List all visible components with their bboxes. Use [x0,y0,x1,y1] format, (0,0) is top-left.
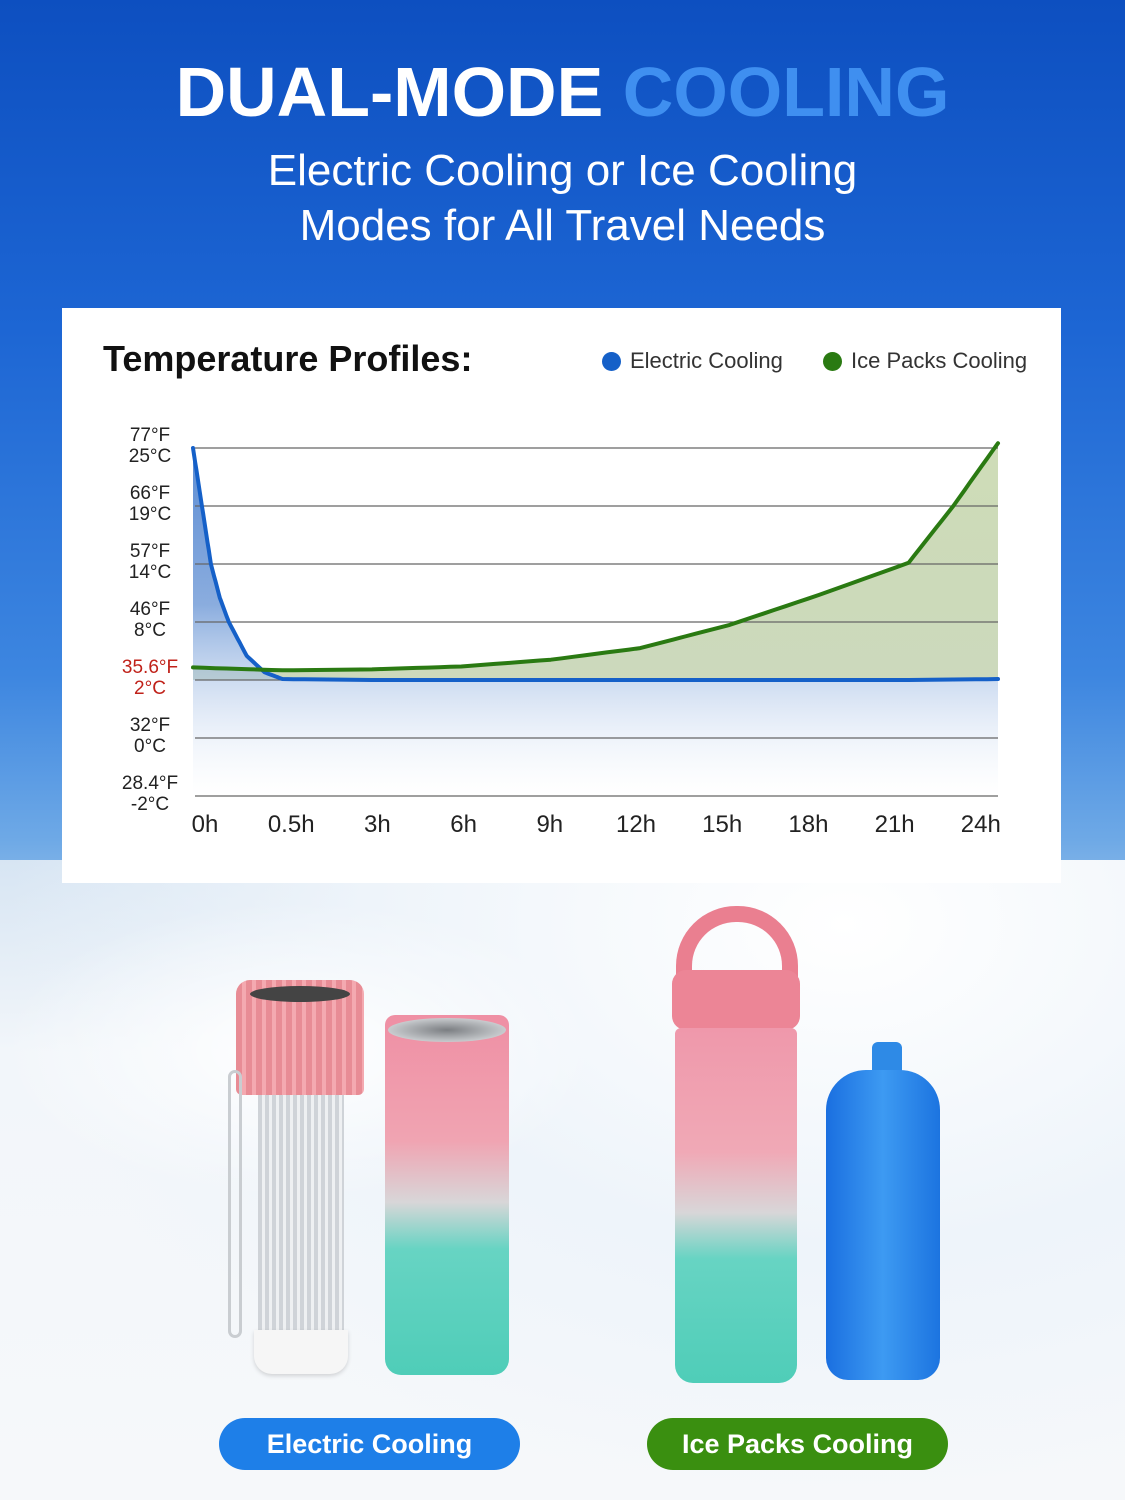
lanyard-strap [228,1070,242,1338]
tumbler-rim [388,1018,506,1042]
y-tick-label-f: 57°F [130,541,170,562]
ice-packs-cooling-button[interactable]: Ice Packs Cooling [647,1418,948,1470]
subtitle-line1: Electric Cooling or Ice Cooling [267,146,858,195]
temperature-chart: 28.4°F-2°C 32°F0°C 35.6°F2°C 46°F8°C 57°F14°… [122,425,1001,838]
bottle-ice [675,1028,797,1383]
electric-cooling-button[interactable]: Electric Cooling [219,1418,520,1470]
ice-pack [826,1070,940,1380]
x-tick-label: 0h [192,811,219,838]
x-tick-label: 15h [702,811,742,838]
x-tick-label: 3h [364,811,391,838]
electric-insert-cylinder [258,1095,344,1335]
electric-area-fill [193,448,998,796]
y-tick-label-c: 8°C [134,620,166,641]
y-tick-label-c: 19°C [129,504,171,525]
ice-area-fill [193,443,998,680]
x-tick-label: 18h [788,811,828,838]
x-tick-label: 9h [536,811,563,838]
electric-insert-vent-icon [250,986,350,1002]
legend-electric: Electric Cooling [602,348,783,374]
y-tick-label-c: 0°C [134,736,166,757]
bottle-lid [672,970,800,1030]
x-tick-label: 24h [961,811,1001,838]
y-tick-label-c: 25°C [129,446,171,467]
legend-ice: Ice Packs Cooling [823,348,1027,374]
x-tick-label: 0.5h [268,811,315,838]
series-line-electric [191,446,1000,682]
legend-label-electric: Electric Cooling [630,348,783,373]
electric-insert-cap [254,1330,348,1374]
legend-dot-ice-icon [823,351,842,371]
y-tick-label-c: 14°C [129,562,171,583]
headline-part1: DUAL-MODE [175,53,604,131]
y-tick-label-f: 28.4°F [122,773,178,794]
y-tick-label-c: -2°C [131,794,169,815]
legend-label-ice: Ice Packs Cooling [851,348,1028,373]
y-tick-label-f: 35.6°F [122,657,178,678]
y-tick-label-f: 77°F [130,425,170,446]
y-tick-label-f: 32°F [130,715,170,736]
x-tick-label: 6h [450,811,477,838]
x-tick-label: 12h [616,811,656,838]
chart-card: Temperature Profiles: Electric Cooling I… [62,308,1061,883]
y-tick-label-c: 2°C [134,678,166,699]
series-line-ice [191,441,1000,673]
chart-title: Temperature Profiles: [103,338,473,379]
x-tick-label: 21h [875,811,915,838]
y-tick-label-f: 66°F [130,483,170,504]
y-tick-label-f: 46°F [130,599,170,620]
tumbler-electric [385,1015,509,1375]
subtitle-line2: Modes for All Travel Needs [299,201,826,250]
headline: DUAL-MODE COOLING [0,52,1125,132]
legend-dot-electric-icon [602,351,621,371]
headline-part2: COOLING [622,53,950,131]
